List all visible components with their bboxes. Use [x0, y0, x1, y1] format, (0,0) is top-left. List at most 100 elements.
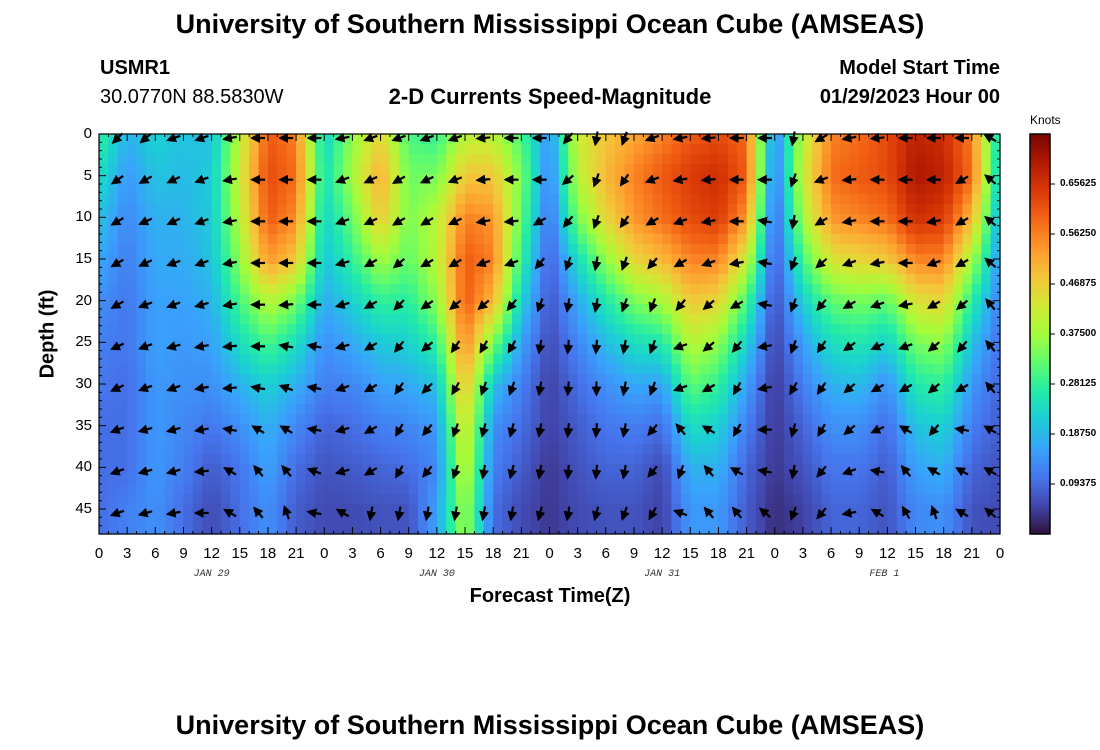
- heatmap-cell: [361, 404, 372, 415]
- heatmap-cell: [568, 514, 579, 525]
- heatmap-cell: [802, 484, 813, 495]
- heatmap-cell: [183, 134, 194, 145]
- heatmap-cell: [896, 304, 907, 315]
- heatmap-cell: [568, 524, 579, 535]
- heatmap-cell: [971, 154, 982, 165]
- heatmap-cell: [859, 394, 870, 405]
- heatmap-cell: [690, 434, 701, 445]
- heatmap-cell: [605, 294, 616, 305]
- heatmap-cell: [174, 204, 185, 215]
- colorbar-tick-label: 0.56250: [1060, 228, 1097, 239]
- heatmap-cell: [849, 404, 860, 415]
- current-vector-arrow: [223, 467, 237, 477]
- current-vector-arrow: [306, 383, 322, 394]
- heatmap-cell: [277, 524, 288, 535]
- heatmap-cell: [690, 344, 701, 355]
- heatmap-cell: [418, 414, 429, 425]
- heatmap-cell: [868, 234, 879, 245]
- heatmap-cell: [249, 184, 260, 195]
- heatmap-cell: [333, 314, 344, 325]
- heatmap-cell: [821, 494, 832, 505]
- heatmap-cell: [155, 394, 166, 405]
- heatmap-cell: [662, 184, 673, 195]
- heatmap-cell: [108, 414, 119, 425]
- heatmap-cell: [568, 264, 579, 275]
- heatmap-cell: [286, 484, 297, 495]
- heatmap-cell: [540, 504, 551, 515]
- heatmap-cell: [868, 334, 879, 345]
- heatmap-cell: [371, 204, 382, 215]
- heatmap-cell: [831, 484, 842, 495]
- heatmap-cell: [202, 264, 213, 275]
- heatmap-cell: [662, 224, 673, 235]
- heatmap-cell: [258, 314, 269, 325]
- current-vector-arrow: [703, 506, 715, 519]
- heatmap-cell: [784, 304, 795, 315]
- heatmap-cell: [718, 274, 729, 285]
- heatmap-cell: [211, 244, 222, 255]
- heatmap-cell: [821, 514, 832, 525]
- heatmap-cell: [821, 244, 832, 255]
- heatmap-cell: [971, 264, 982, 275]
- heatmap-cell: [568, 394, 579, 405]
- heatmap-cell: [211, 504, 222, 515]
- heatmap-cell: [239, 254, 250, 265]
- heatmap-cell: [821, 284, 832, 295]
- heatmap-cell: [755, 234, 766, 245]
- heatmap-cell: [343, 364, 354, 375]
- heatmap-cell: [568, 134, 579, 145]
- heatmap-cell: [765, 194, 776, 205]
- heatmap-cell: [812, 194, 823, 205]
- heatmap-cell: [652, 454, 663, 465]
- heatmap-cell: [436, 224, 447, 235]
- heatmap-cell: [558, 464, 569, 475]
- heatmap-cell: [221, 494, 231, 505]
- heatmap-cell: [117, 334, 128, 345]
- heatmap-cell: [840, 514, 851, 525]
- heatmap-cell: [802, 524, 813, 535]
- heatmap-cell: [849, 364, 860, 375]
- heatmap-cell: [108, 264, 119, 275]
- heatmap-cell: [493, 364, 504, 375]
- heatmap-cell: [399, 484, 410, 495]
- heatmap-cell: [521, 444, 532, 455]
- heatmap-cell: [540, 204, 551, 215]
- heatmap-cell: [436, 204, 447, 215]
- heatmap-cell: [765, 404, 776, 415]
- current-vector-arrow: [165, 424, 181, 435]
- heatmap-cell: [849, 274, 860, 285]
- heatmap-cell: [549, 254, 560, 265]
- heatmap-cell: [99, 304, 109, 315]
- heatmap-cell: [737, 274, 748, 285]
- heatmap-cell: [221, 194, 231, 205]
- heatmap-cell: [699, 514, 710, 525]
- heatmap-cell: [155, 344, 166, 355]
- heatmap-cell: [277, 374, 288, 385]
- heatmap-cell: [624, 444, 635, 455]
- heatmap-cell: [380, 154, 391, 165]
- current-vector-arrow: [957, 340, 968, 353]
- heatmap-cell: [784, 524, 795, 535]
- heatmap-cell: [446, 264, 457, 275]
- heatmap-cell: [859, 314, 870, 325]
- heatmap-cell: [652, 224, 663, 235]
- heatmap-cell: [915, 414, 926, 425]
- heatmap-cell: [746, 374, 757, 385]
- heatmap-cell: [455, 294, 466, 305]
- heatmap-cell: [831, 174, 842, 185]
- heatmap-cell: [361, 484, 372, 495]
- heatmap-cell: [446, 324, 457, 335]
- heatmap-cell: [258, 514, 269, 525]
- heatmap-cell: [821, 464, 832, 475]
- heatmap-cell: [587, 324, 598, 335]
- heatmap-cell: [258, 164, 269, 175]
- current-vector-arrow: [843, 382, 856, 394]
- heatmap-cell: [662, 204, 673, 215]
- heatmap-cell: [202, 244, 213, 255]
- heatmap-cell: [192, 444, 203, 455]
- heatmap-cell: [465, 144, 476, 155]
- heatmap-cell: [859, 324, 870, 335]
- heatmap-cell: [652, 434, 663, 445]
- heatmap-cell: [117, 514, 128, 525]
- current-vector-arrow: [251, 425, 265, 435]
